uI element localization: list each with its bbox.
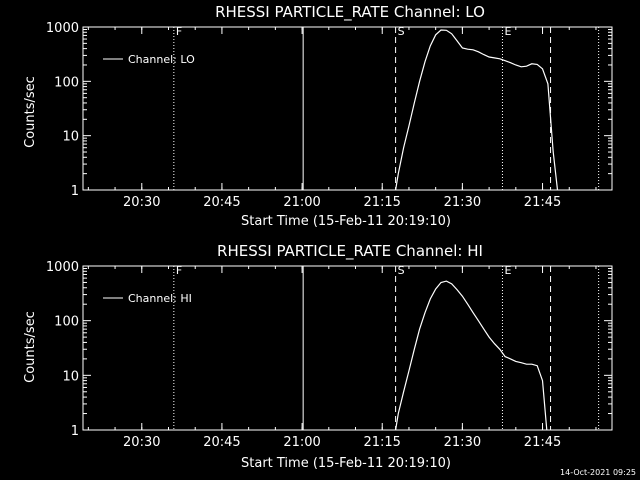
series-line	[395, 29, 559, 191]
time-marker-label: F	[176, 264, 182, 277]
time-marker-label: E	[504, 264, 511, 277]
y-axis-label: Counts/sec	[23, 76, 38, 148]
y-tick-label: 1	[71, 424, 79, 439]
x-tick-label: 21:15	[363, 195, 400, 210]
x-tick-label: 21:30	[444, 435, 481, 450]
time-marker-label: S	[398, 25, 405, 38]
plot-area: 20:30 20:45 21:00 21:15 21:30 21:45 1 10 100 1000…	[46, 21, 613, 210]
series-line	[395, 280, 548, 431]
panel-hi: RHESSI PARTICLE_RATE Channel: HI Counts/…	[23, 242, 613, 471]
y-tick-label: 1	[71, 184, 79, 199]
timestamp: 14-Oct-2021 09:25	[560, 468, 636, 477]
x-tick-label: 21:15	[363, 435, 400, 450]
x-axis-label: Start Time (15-Feb-11 20:19:10)	[241, 456, 451, 471]
x-tick-label: 20:30	[123, 195, 160, 210]
y-tick-label: 10	[62, 130, 79, 145]
chart-title: RHESSI PARTICLE_RATE Channel: LO	[215, 3, 485, 22]
y-tick-label: 100	[54, 315, 79, 330]
x-tick-label: 21:00	[283, 195, 320, 210]
time-marker-label: S	[398, 264, 405, 277]
x-tick-label: 20:45	[203, 435, 240, 450]
y-tick-label: 100	[54, 75, 79, 90]
x-tick-label: 21:00	[283, 435, 320, 450]
panel-lo: RHESSI PARTICLE_RATE Channel: LO Counts/…	[23, 3, 613, 229]
axes-frame	[82, 265, 613, 431]
x-tick-label: 21:45	[524, 195, 561, 210]
x-tick-label: 20:30	[123, 435, 160, 450]
plot-area: 20:30 20:45 21:00 21:15 21:30 21:45 1 10 100 1000…	[46, 260, 613, 450]
axes-frame	[82, 26, 613, 191]
y-tick-label: 10	[62, 369, 79, 384]
y-tick-label: 1000	[46, 260, 79, 275]
chart-title: RHESSI PARTICLE_RATE Channel: HI	[217, 242, 483, 261]
x-tick-label: 20:45	[203, 195, 240, 210]
y-tick-label: 1000	[46, 21, 79, 36]
x-tick-label: 21:30	[444, 195, 481, 210]
legend-label: Channel: LO	[128, 53, 195, 66]
x-axis-label: Start Time (15-Feb-11 20:19:10)	[241, 214, 451, 229]
x-tick-label: 21:45	[524, 435, 561, 450]
time-marker-label: E	[504, 25, 511, 38]
legend-label: Channel: HI	[128, 292, 192, 305]
y-axis-label: Counts/sec	[23, 311, 38, 383]
time-marker-label: F	[176, 25, 182, 38]
